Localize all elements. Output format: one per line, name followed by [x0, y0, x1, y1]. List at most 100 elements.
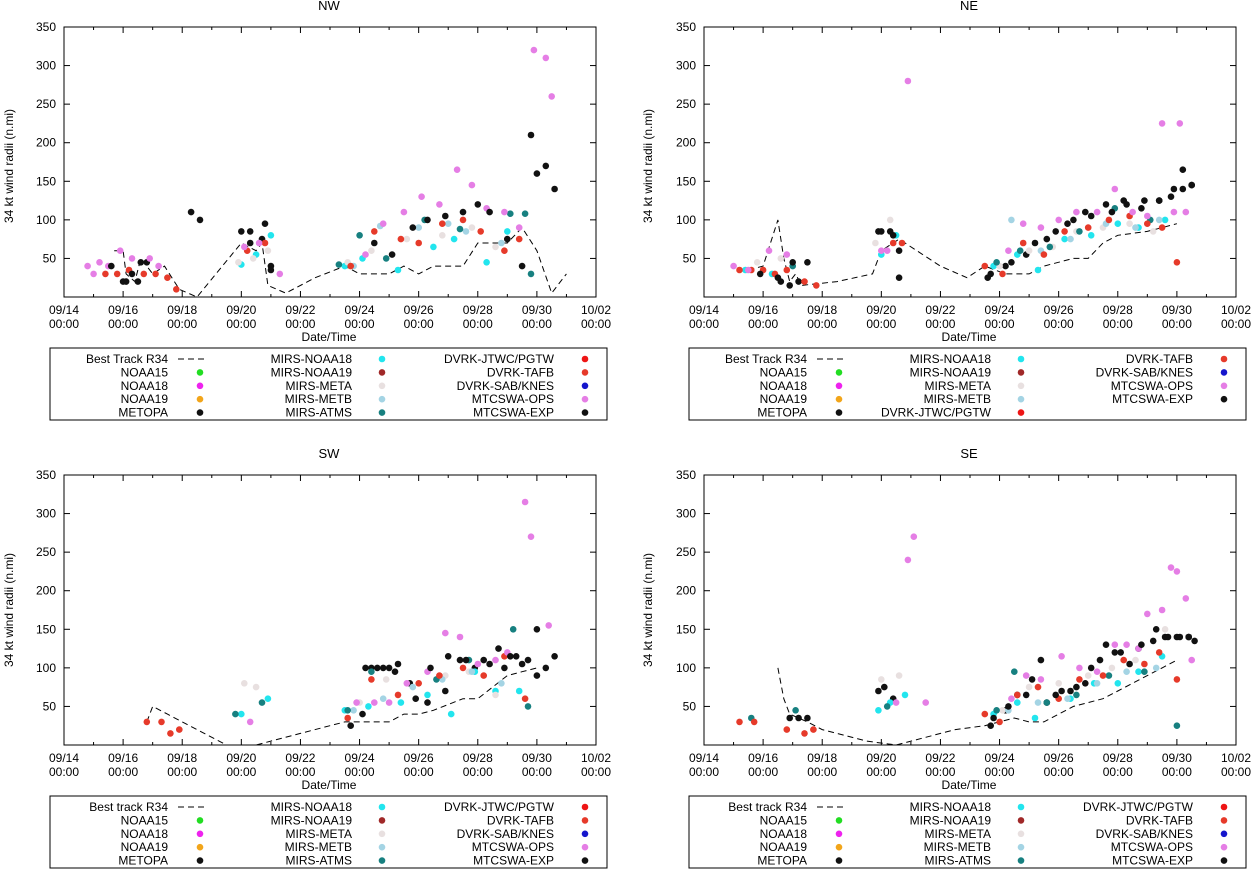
point-metopa: [1149, 637, 1157, 645]
point-dvrk-tafb: [459, 664, 467, 672]
legend-swatch: [581, 382, 589, 390]
point-mtcswa-ops: [96, 259, 103, 266]
x-tick-label-time: 00:00: [1103, 765, 1133, 779]
legend-swatch: [378, 369, 386, 376]
chart-panel-sw: SW 34 kt wind radii (n.mi) Date/Time 350…: [2, 446, 611, 792]
point-mtcswa-ops: [385, 699, 393, 706]
point-mirs-meta: [252, 683, 260, 691]
x-tick-label-time: 00:00: [1044, 317, 1074, 331]
point-metopa: [501, 664, 508, 672]
point-mirs-atms: [258, 699, 266, 706]
legend-swatch: [378, 830, 386, 838]
x-tick-label-date: 10/02: [581, 303, 611, 317]
x-tick-label-date: 09/30: [1162, 751, 1192, 765]
legend-swatch: [196, 830, 204, 838]
point-metopa: [1102, 201, 1110, 208]
chart-title: SW: [319, 446, 341, 461]
legend-label: METOPA: [757, 854, 807, 868]
legend-label: MIRS-METB: [924, 840, 991, 854]
point-dvrk-tafb: [1076, 676, 1083, 683]
point-mtcswa-exp: [412, 695, 420, 702]
point-mtcswa-ops: [155, 262, 162, 270]
legend-label: NOAA19: [121, 840, 169, 854]
x-tick-label-date: 09/28: [463, 303, 493, 317]
x-tick-label-time: 00:00: [226, 317, 256, 331]
legend-swatch: [1220, 382, 1228, 390]
legend-label: NOAA19: [121, 392, 169, 406]
point-mtcswa-exp: [507, 653, 514, 660]
y-tick-label: 150: [676, 174, 696, 188]
point-mtcswa-ops: [116, 247, 124, 254]
point-dvrk-tafb: [1084, 224, 1092, 231]
x-tick-label-time: 00:00: [985, 765, 1015, 779]
point-metopa: [456, 656, 464, 664]
point-mirs-atms: [883, 703, 891, 710]
point-mtcswa-ops: [548, 93, 555, 100]
y-axis-label: 34 kt wind radii (n.mi): [641, 553, 655, 667]
point-metopa: [551, 653, 558, 660]
point-mtcswa-ops: [400, 208, 408, 216]
point-mtcswa-exp: [388, 251, 396, 258]
point-mtcswa-exp: [1096, 656, 1104, 664]
legend-label: MIRS-ATMS: [925, 854, 991, 868]
y-tick-label: 50: [43, 251, 57, 265]
x-axis-label: Date/Time: [302, 778, 357, 792]
legend-label: DVRK-SAB/KNES: [1096, 365, 1193, 379]
point-dvrk-tafb: [394, 691, 402, 699]
point-mtcswa-ops: [1158, 606, 1166, 614]
x-tick-label-time: 00:00: [345, 317, 375, 331]
point-mirs-meta: [492, 243, 499, 251]
point-mtcswa-exp: [1179, 185, 1187, 193]
point-metopa: [1087, 664, 1095, 672]
point-mtcswa-exp: [551, 185, 558, 193]
point-dvrk-tafb: [415, 239, 423, 247]
point-mtcswa-exp: [1152, 626, 1160, 633]
x-tick-label-date: 09/14: [689, 751, 719, 765]
point-mtcswa-exp: [1008, 259, 1015, 266]
legend-swatch: [1017, 395, 1025, 403]
x-tick-label-time: 00:00: [1162, 765, 1192, 779]
point-dvrk-tafb: [1173, 676, 1181, 683]
point-dvrk-tafb: [164, 274, 171, 282]
point-mirs-noaa18: [450, 235, 458, 243]
point-mtcswa-ops: [1093, 668, 1101, 675]
point-mtcswa-exp: [789, 259, 796, 266]
x-tick-label-date: 10/02: [1221, 751, 1251, 765]
legend-label: DVRK-TAFB: [487, 365, 554, 379]
x-tick-label-date: 09/22: [285, 303, 315, 317]
point-mtcswa-exp: [462, 656, 470, 664]
plot-frame: [63, 474, 597, 746]
y-tick-label: 300: [676, 507, 696, 521]
point-mtcswa-exp: [1108, 208, 1116, 216]
point-mtcswa-ops: [1022, 672, 1030, 679]
point-mirs-noaa18: [483, 259, 490, 266]
x-tick-label-date: 09/24: [985, 303, 1015, 317]
x-tick-label-time: 00:00: [1103, 317, 1133, 331]
point-metopa: [795, 278, 802, 285]
point-dvrk-tafb: [783, 266, 791, 274]
point-mtcswa-ops: [146, 255, 153, 262]
legend-label: MIRS-ATMS: [286, 406, 352, 420]
legend-label: MIRS-NOAA18: [271, 352, 353, 366]
point-mirs-meta: [1132, 656, 1139, 664]
x-tick-label-time: 00:00: [285, 765, 315, 779]
point-mtcswa-exp: [137, 259, 145, 266]
legend-swatch: [196, 409, 204, 416]
legend-label: MIRS-NOAA18: [910, 800, 992, 814]
legend-label: MIRS-NOAA19: [910, 813, 992, 827]
point-mtcswa-ops: [527, 533, 535, 540]
x-tick-label-time: 00:00: [167, 317, 197, 331]
legend-swatch: [1017, 843, 1025, 851]
point-mtcswa-ops: [1037, 224, 1045, 231]
x-tick-label-date: 09/26: [404, 303, 434, 317]
point-metopa: [533, 626, 541, 633]
point-mtcswa-ops: [1182, 208, 1190, 216]
point-mirs-atms: [368, 668, 375, 675]
point-mtcswa-exp: [1111, 649, 1119, 656]
point-mtcswa-ops: [1076, 664, 1083, 672]
point-mirs-noaa18: [365, 703, 372, 710]
point-metopa: [895, 247, 903, 254]
point-metopa: [512, 653, 520, 660]
point-dvrk-tafb: [889, 239, 897, 247]
point-dvrk-tafb: [801, 730, 808, 737]
